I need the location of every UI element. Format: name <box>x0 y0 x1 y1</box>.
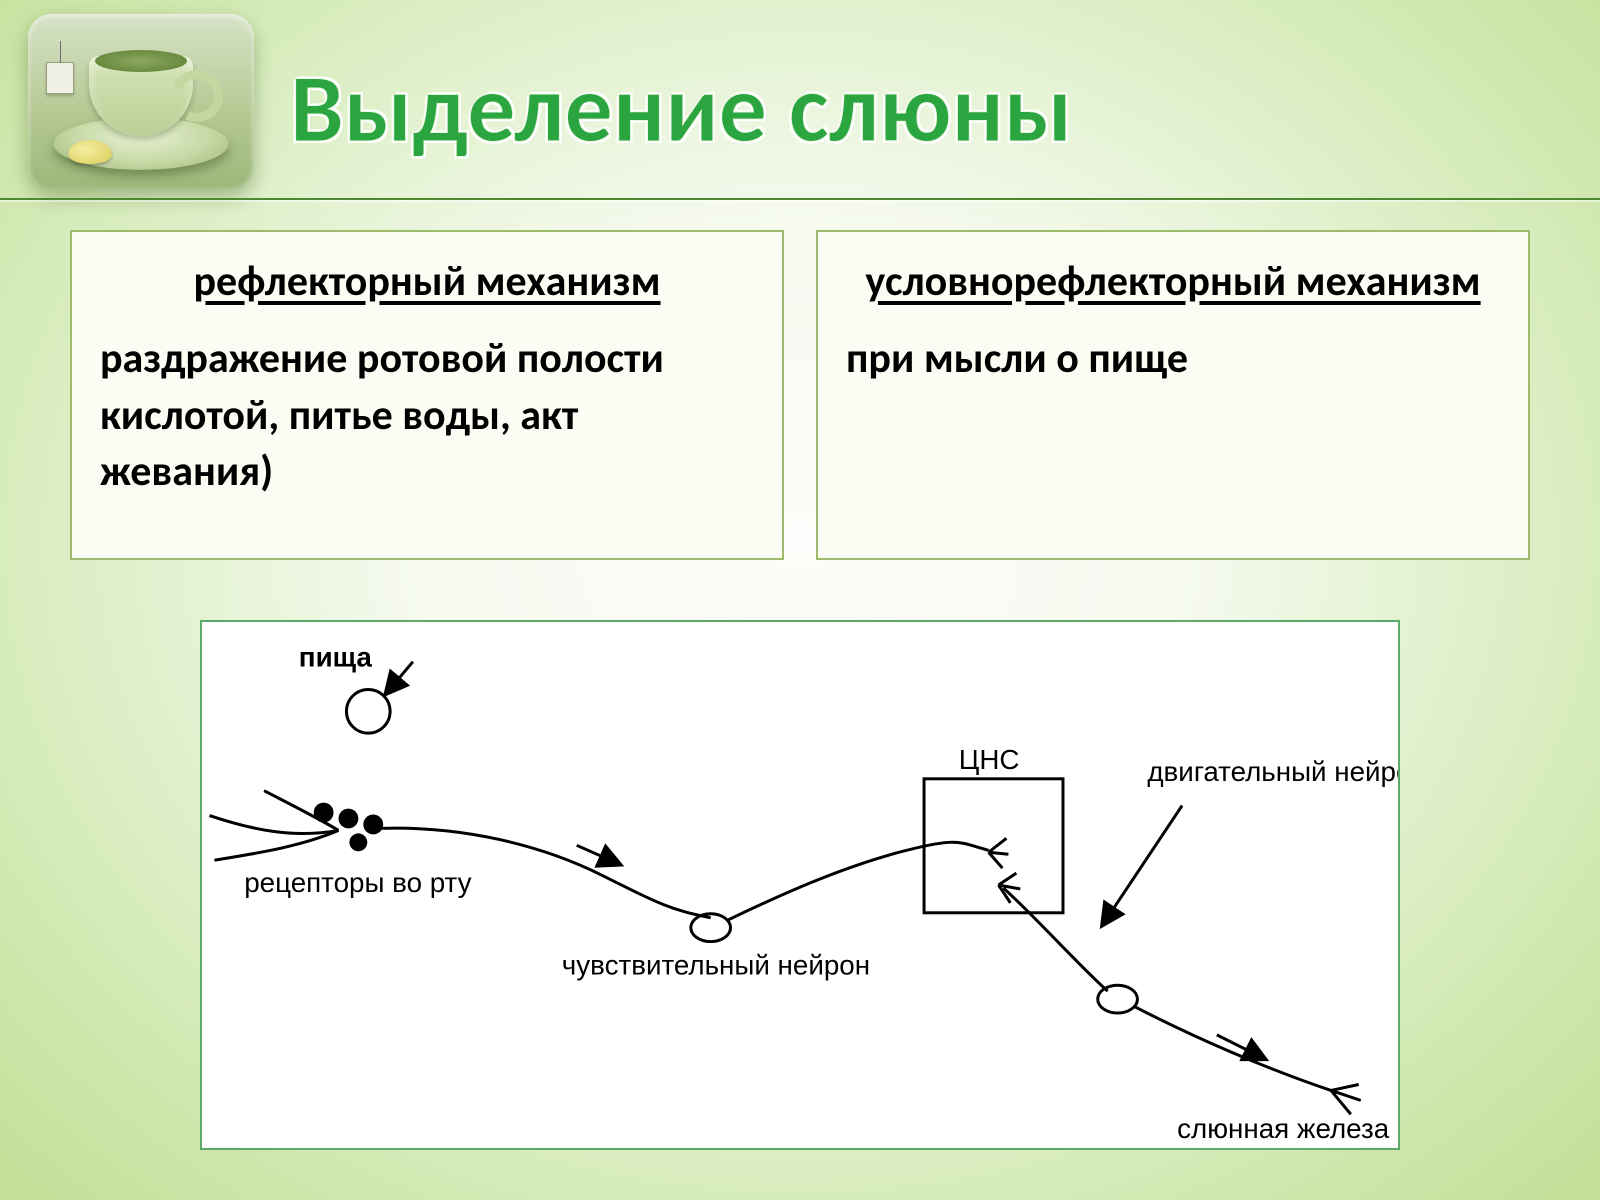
receptor-dot-4 <box>349 833 367 851</box>
food-label: пища <box>299 642 373 673</box>
sensory-label: чувствительный нейрон <box>562 949 870 980</box>
sensory-soma <box>691 914 731 942</box>
receptor-dot-3 <box>363 815 383 835</box>
teabag-icon <box>46 62 74 94</box>
mechanism-boxes: рефлекторный механизм раздражение ротово… <box>70 230 1530 560</box>
food-node <box>346 689 390 733</box>
conditioned-box-title: условнорефлекторный механизм <box>846 252 1500 313</box>
synapse-efferent <box>998 873 1020 903</box>
reflex-arc-svg: пища рецепторы во рту чувствительный ней… <box>202 622 1398 1148</box>
lemon-icon <box>68 140 112 164</box>
motor-label-1: двигательный нейрон <box>1147 756 1398 787</box>
reflex-arc-diagram: пища рецепторы во рту чувствительный ней… <box>200 620 1400 1150</box>
reflex-box-body: раздражение ротовой полости кислотой, пи… <box>100 331 754 501</box>
motor-axon-left <box>1003 888 1107 991</box>
receptor-dot-1 <box>314 803 334 823</box>
receptor-dot-2 <box>339 809 359 829</box>
slide-title: Выделение слюны <box>290 50 1072 167</box>
gland-terminal <box>1331 1084 1361 1114</box>
sensory-axon-right <box>729 842 989 919</box>
synapse-afferent <box>989 838 1009 868</box>
motor-axon-right <box>1135 1007 1331 1090</box>
header-divider <box>0 198 1600 200</box>
afferent-arrow <box>577 845 620 864</box>
motor-pointer <box>1103 806 1182 925</box>
slide-header: Выделение слюны <box>0 0 1600 210</box>
conditioned-box-body: при мысли о пище <box>846 331 1500 388</box>
reflex-box: рефлекторный механизм раздражение ротово… <box>70 230 784 560</box>
dendrite-2 <box>214 830 338 860</box>
cns-label: ЦНС <box>959 744 1020 775</box>
receptors-label: рецепторы во рту <box>244 867 471 898</box>
food-arrow <box>386 662 413 694</box>
cns-box <box>924 779 1063 913</box>
motor-soma <box>1098 985 1138 1013</box>
conditioned-reflex-box: условнорефлекторный механизм при мысли о… <box>816 230 1530 560</box>
header-thumbnail <box>28 14 254 189</box>
reflex-box-title: рефлекторный механизм <box>100 252 754 313</box>
gland-label: слюнная железа <box>1177 1113 1390 1144</box>
